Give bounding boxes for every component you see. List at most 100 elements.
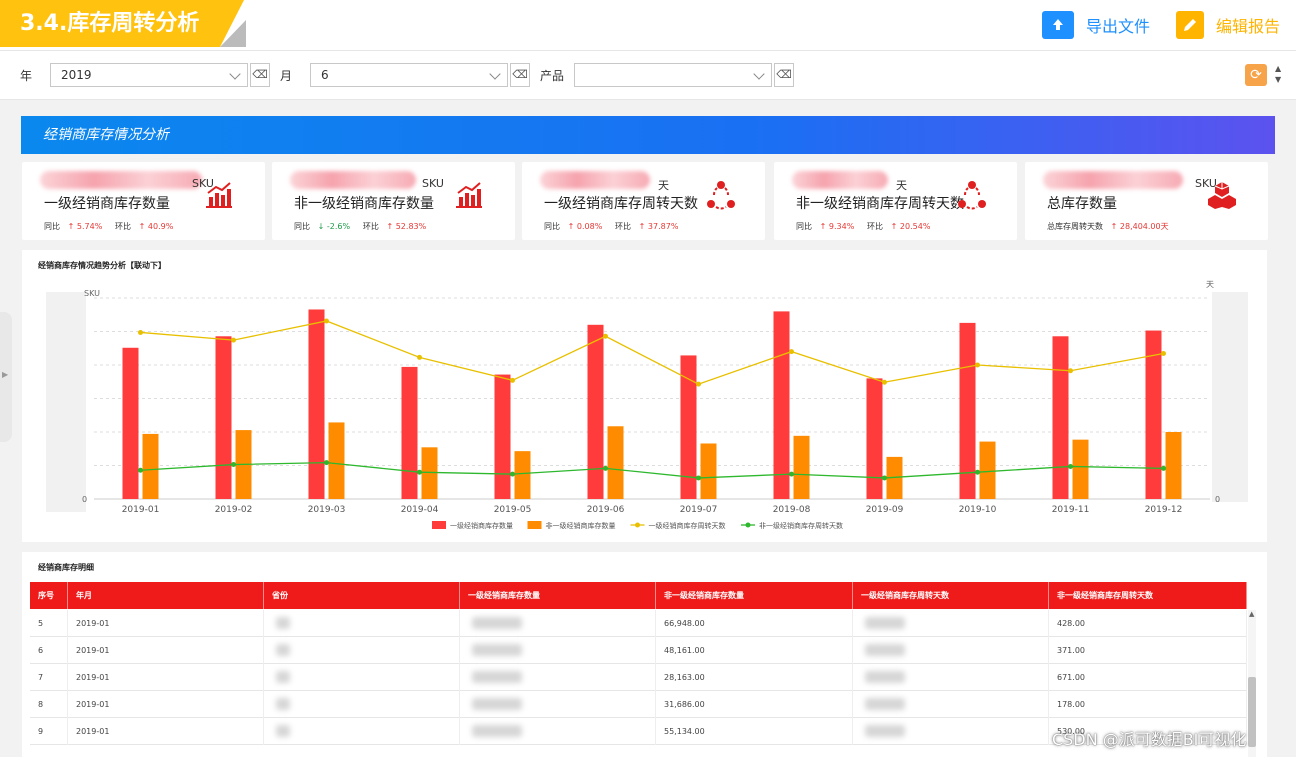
x-tick-label: 2019-12	[1145, 505, 1183, 515]
x-tick-label: 2019-11	[1052, 505, 1090, 515]
month-clear-button[interactable]: ⌫	[510, 63, 530, 87]
kpi-compare: 同比 ↑ 5.74% 环比 ↑ 40.9%	[44, 222, 174, 231]
refresh-button[interactable]: ⟳	[1245, 64, 1267, 86]
col-header[interactable]: 年月	[68, 582, 264, 609]
top-bar: 3.4.库存周转分析 导出文件 编辑报告	[0, 0, 1296, 50]
table-row[interactable]: 7 2019-01 28,163.00 671.00	[30, 664, 1247, 691]
table-header: 序号 年月 省份 一级经销商库存数量 非一级经销商库存数量 一级经销商库存周转天…	[30, 582, 1247, 609]
line-point[interactable]	[510, 471, 515, 477]
line-point[interactable]	[975, 469, 980, 475]
bar[interactable]	[142, 433, 159, 499]
line-point[interactable]	[417, 469, 422, 475]
year-select[interactable]: 2019	[50, 63, 248, 87]
export-button[interactable]: 导出文件	[1042, 10, 1150, 40]
table-row[interactable]: 5 2019-01 66,948.00 428.00	[30, 610, 1247, 637]
bar[interactable]	[514, 451, 531, 499]
line-point[interactable]	[603, 333, 608, 339]
collapse-toggle[interactable]: ▲ ▼	[1275, 64, 1282, 84]
line-point[interactable]	[603, 465, 608, 471]
table-row[interactable]: 9 2019-01 55,134.00 530.00	[30, 718, 1247, 745]
table-row[interactable]: 8 2019-01 31,686.00 178.00	[30, 691, 1247, 718]
month-select[interactable]: 6	[310, 63, 508, 87]
line-point[interactable]	[138, 329, 143, 335]
table-scrollbar-thumb[interactable]	[1248, 677, 1256, 747]
bar[interactable]	[328, 422, 345, 499]
col-header[interactable]: 非一级经销商库存周转天数	[1049, 582, 1247, 609]
bar[interactable]	[401, 366, 418, 499]
line-point[interactable]	[510, 377, 515, 383]
line-point[interactable]	[324, 318, 329, 324]
table-cell: 530.00	[1049, 718, 1247, 745]
bar[interactable]	[308, 309, 325, 499]
legend-label[interactable]: 一级经销商库存周转天数	[649, 521, 726, 530]
line-point[interactable]	[138, 467, 143, 473]
bar[interactable]	[122, 347, 139, 499]
scroll-up-icon[interactable]: ▲	[1249, 610, 1255, 618]
product-clear-button[interactable]: ⌫	[774, 63, 794, 87]
line-point[interactable]	[231, 337, 236, 343]
table-row[interactable]: 6 2019-01 48,161.00 371.00	[30, 637, 1247, 664]
bar[interactable]	[700, 443, 717, 499]
table-cell: 428.00	[1049, 610, 1247, 637]
bar[interactable]	[587, 324, 604, 499]
bar[interactable]	[1052, 336, 1069, 499]
bar[interactable]	[215, 336, 232, 499]
col-header[interactable]: 序号	[30, 582, 68, 609]
line-point[interactable]	[417, 354, 422, 360]
table-cell: 31,686.00	[656, 691, 853, 718]
blurred-cell	[276, 725, 290, 737]
table-cell	[853, 637, 1049, 664]
table-cell: 2019-01	[68, 610, 264, 637]
line-point[interactable]	[1068, 368, 1073, 374]
y-left-unit: SKU	[84, 289, 100, 298]
line-point[interactable]	[975, 362, 980, 368]
bar[interactable]	[1072, 439, 1089, 499]
side-expand-handle[interactable]: ▶	[0, 312, 12, 442]
table-cell: 2019-01	[68, 691, 264, 718]
line-point[interactable]	[789, 349, 794, 355]
bar[interactable]	[979, 441, 996, 499]
bar[interactable]	[773, 311, 790, 499]
cubes-icon	[1208, 182, 1236, 209]
col-header[interactable]: 非一级经销商库存数量	[656, 582, 853, 609]
legend-swatch[interactable]	[527, 521, 542, 529]
line-point[interactable]	[1161, 351, 1166, 357]
table-cell	[264, 610, 460, 637]
x-tick-label: 2019-03	[308, 505, 346, 515]
col-header[interactable]: 一级经销商库存数量	[460, 582, 656, 609]
bar[interactable]	[793, 435, 810, 499]
bar[interactable]	[866, 378, 883, 499]
line-point[interactable]	[882, 475, 887, 481]
legend-label[interactable]: 非一级经销商库存周转天数	[759, 521, 843, 530]
kpi-card-non-first-level-qty: SKU 非一级经销商库存数量 同比 ↓ -2.6% 环比 ↑ 52.83%	[272, 162, 515, 240]
product-select[interactable]	[574, 63, 772, 87]
line-point[interactable]	[1161, 465, 1166, 471]
legend-label[interactable]: 一级经销商库存数量	[450, 521, 513, 530]
table-cell	[853, 691, 1049, 718]
line-point[interactable]	[789, 471, 794, 477]
line-point[interactable]	[882, 379, 887, 385]
bar[interactable]	[1165, 432, 1182, 499]
col-header[interactable]: 一级经销商库存周转天数	[853, 582, 1049, 609]
kpi-name: 一级经销商库存周转天数	[544, 196, 698, 212]
blurred-cell	[865, 644, 905, 656]
bar[interactable]	[421, 447, 438, 499]
bar[interactable]	[959, 322, 976, 499]
year-clear-button[interactable]: ⌫	[250, 63, 270, 87]
legend-label[interactable]: 非一级经销商库存数量	[546, 521, 616, 530]
col-header[interactable]: 省份	[264, 582, 460, 609]
line-point[interactable]	[1068, 463, 1073, 469]
legend-swatch[interactable]	[432, 521, 446, 529]
table-cell	[460, 664, 656, 691]
table-cell: 2019-01	[68, 664, 264, 691]
bar[interactable]	[607, 426, 624, 499]
edit-report-button[interactable]: 编辑报告	[1176, 10, 1280, 40]
bar[interactable]	[1145, 330, 1162, 499]
line-point[interactable]	[696, 381, 701, 387]
line-point[interactable]	[231, 462, 236, 468]
table-cell: 6	[30, 637, 68, 664]
line-point[interactable]	[324, 460, 329, 466]
line-point[interactable]	[696, 475, 701, 481]
bar[interactable]	[494, 374, 511, 499]
bar[interactable]	[680, 355, 697, 499]
